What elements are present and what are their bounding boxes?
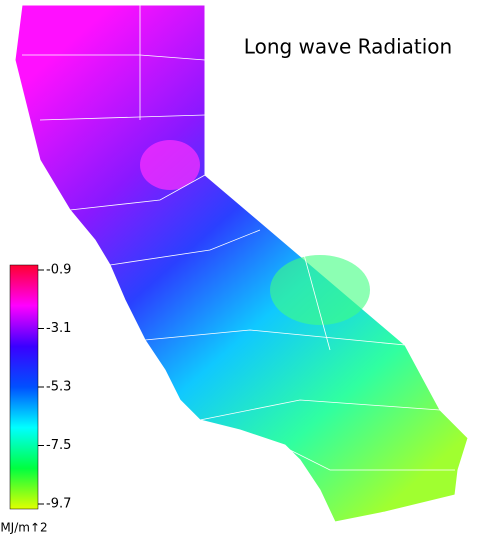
colorbar-tick-label: -5.3 xyxy=(46,380,71,395)
colorbar xyxy=(9,264,39,510)
colorbar-ticks: -0.9 -3.1 -5.3 -7.5 -9.7 xyxy=(38,263,71,512)
county-lines xyxy=(22,5,455,471)
colorbar-tick-label: -9.7 xyxy=(46,497,71,512)
map-title: Long wave Radiation xyxy=(244,35,452,59)
colorbar-tick-label: -7.5 xyxy=(46,438,71,453)
colorbar-unit: MJ/m↑2 xyxy=(0,521,47,535)
hot-spot xyxy=(140,140,200,190)
colorbar-tick-label: -0.9 xyxy=(46,263,71,278)
california xyxy=(14,4,469,523)
green-zone xyxy=(270,255,370,325)
colorbar-tick-label: -3.1 xyxy=(46,321,71,336)
